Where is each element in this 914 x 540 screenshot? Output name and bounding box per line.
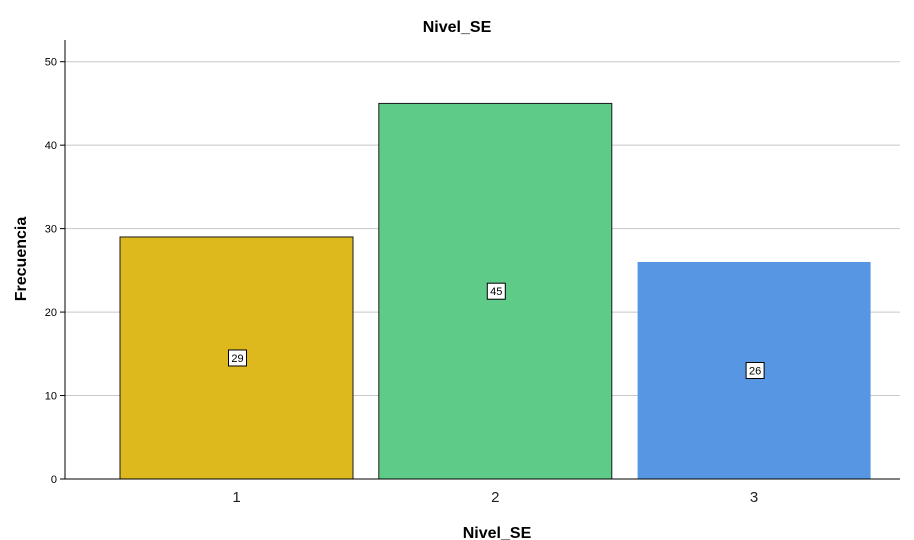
bars [119,102,871,480]
data-label-box [228,349,247,367]
y-tick-label: 30 [45,224,57,236]
chart-title: Nivel_SE [423,19,492,36]
x-tick-label: 3 [750,489,758,506]
data-label-1: 29 [228,349,247,367]
axes: 0 10 20 30 40 50 1 2 3 [45,40,900,506]
x-tick-label: 2 [491,489,499,506]
y-tick-label: 20 [45,307,57,319]
y-tick-label: 0 [51,474,57,486]
data-label-2: 45 [486,282,506,300]
data-label-text: 29 [231,353,243,365]
data-label-box [745,362,765,380]
data-label-text: 45 [490,286,502,298]
data-label-text: 26 [749,366,761,378]
x-axis-label: Nivel_SE [463,525,532,540]
y-tick-label: 10 [45,391,57,403]
data-label-box [486,282,506,300]
x-tick-label: 1 [232,489,240,506]
y-axis-label: Frecuencia [13,217,30,302]
y-tick-label: 50 [45,57,57,69]
data-labels: 29 45 26 [228,282,765,380]
y-tick-label: 40 [45,140,57,152]
data-label-3: 26 [745,362,765,380]
